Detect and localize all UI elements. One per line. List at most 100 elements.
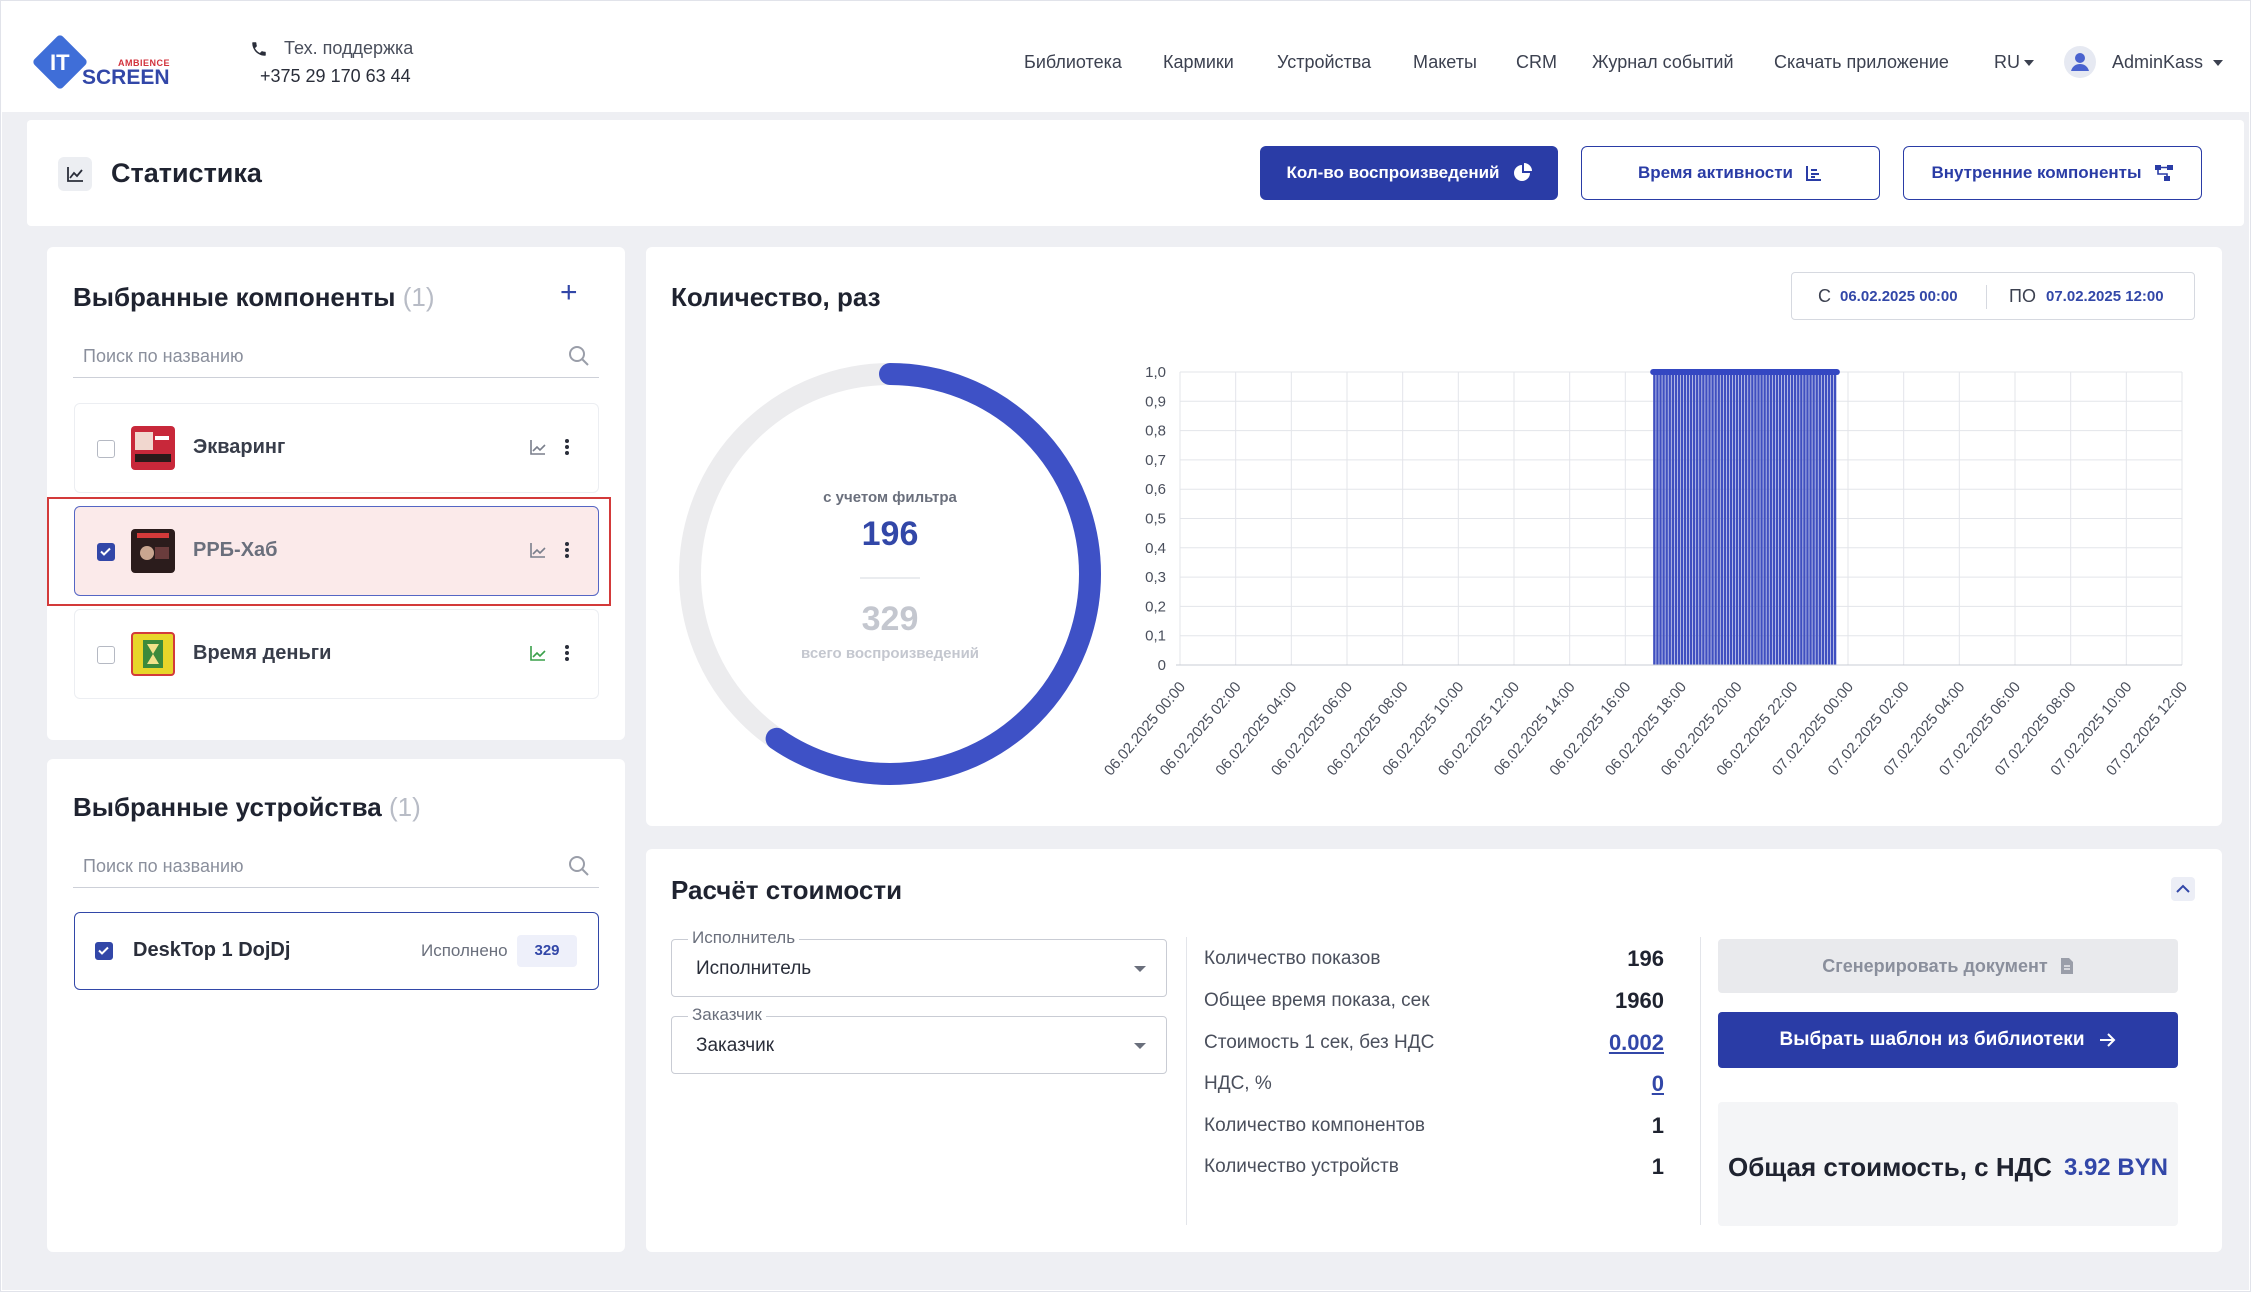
lang-value: RU <box>1994 52 2020 72</box>
y-tick-label: 0,1 <box>1145 628 1166 645</box>
component-checkbox[interactable] <box>97 440 115 458</box>
support-label: Тех. поддержка <box>284 38 414 58</box>
more-vertical-icon[interactable] <box>564 642 570 664</box>
chevron-down-icon <box>1134 1043 1146 1049</box>
donut-filtered-arc <box>679 363 1101 785</box>
nav-event-log[interactable]: Журнал событий <box>1592 52 1734 72</box>
nav-layouts[interactable]: Макеты <box>1413 52 1477 72</box>
user-menu[interactable]: AdminKass <box>2112 52 2224 73</box>
component-checkbox[interactable] <box>97 646 115 664</box>
activity-time-label: Время активности <box>1638 163 1793 182</box>
choose-template-button[interactable]: Выбрать шаблон из библиотеки <box>1718 1012 2178 1068</box>
logo-it: IT <box>50 50 70 75</box>
date-range-picker[interactable]: С 06.02.2025 00:00 ПО 07.02.2025 12:00 <box>1791 272 2195 320</box>
nav-download-app[interactable]: Скачать приложение <box>1774 52 1949 72</box>
component-row-selected[interactable]: РРБ-Хаб <box>74 506 599 596</box>
bar <box>1760 372 1763 665</box>
devices-card <box>47 759 625 1252</box>
component-row[interactable]: Экваринг <box>74 403 599 493</box>
bar <box>1784 372 1788 665</box>
cost-row-value: 1960 <box>1615 988 1664 1013</box>
filtered-label: с учетом фильтра <box>823 489 957 506</box>
devices-search[interactable]: Поиск по названию <box>73 846 599 888</box>
device-checkbox-checked[interactable] <box>95 942 113 960</box>
cost-row-value: 196 <box>1627 946 1664 971</box>
bar <box>1812 372 1815 665</box>
activity-time-button[interactable]: Время активности <box>1581 146 1880 200</box>
bar <box>1803 372 1806 665</box>
nav-devices[interactable]: Устройства <box>1277 52 1372 72</box>
lang-select[interactable]: RU <box>1994 52 2034 73</box>
internal-components-button[interactable]: Внутренние компоненты <box>1903 146 2202 200</box>
price-per-second-link[interactable]: 0.002 <box>1608 1030 1664 1055</box>
bar <box>1790 372 1794 665</box>
cost-row-label: Количество устройств <box>1204 1156 1399 1177</box>
bar <box>1677 372 1681 665</box>
device-play-count: 329 <box>517 935 577 967</box>
vat-link[interactable]: 0 <box>1651 1071 1664 1096</box>
avatar[interactable] <box>2064 46 2096 78</box>
component-checkbox-checked[interactable] <box>97 543 115 561</box>
more-vertical-icon[interactable] <box>564 539 570 561</box>
component-thumbnail <box>131 426 175 470</box>
devices-title-text: Выбранные устройства <box>73 792 382 822</box>
y-tick-label: 0 <box>1158 657 1166 674</box>
stats-chart-icon[interactable] <box>529 644 547 662</box>
nav-karmiki[interactable]: Кармики <box>1163 52 1234 72</box>
plays-bar-chart: 00,10,20,30,40,50,60,70,80,91,006.02.202… <box>1101 364 2191 779</box>
divider <box>1700 937 1701 1225</box>
bar <box>1714 372 1717 665</box>
performer-value: Исполнитель <box>696 958 812 979</box>
generate-document-label: Сгенерировать документ <box>1822 955 2048 976</box>
check-icon <box>98 946 109 955</box>
logo-screen: SCREEN <box>82 66 170 89</box>
add-component-button[interactable]: + <box>560 276 578 309</box>
bar-list-icon <box>1805 166 1821 181</box>
bar <box>1653 372 1656 665</box>
components-search-placeholder: Поиск по названию <box>83 346 244 366</box>
brand-logo[interactable]: IT AMBIENCE SCREEN <box>31 33 176 94</box>
customer-value: Заказчик <box>696 1035 775 1056</box>
total-value: 329 <box>861 600 919 638</box>
plays-count-label: Кол-во воспроизведений <box>1286 163 1500 182</box>
device-row[interactable]: DeskTop 1 DojDj Исполнено 329 <box>74 912 599 990</box>
quantity-title: Количество, раз <box>671 282 881 312</box>
logo-ambience: AMBIENCE <box>118 58 171 68</box>
cost-row-value: 1 <box>1651 1113 1664 1138</box>
cost-row-label: НДС, % <box>1204 1073 1272 1094</box>
user-icon <box>2071 53 2089 71</box>
customer-select[interactable]: Заказчик Заказчик <box>671 1005 1167 1074</box>
cost-title: Расчёт стоимости <box>671 875 903 905</box>
internal-components-label: Внутренние компоненты <box>1931 163 2142 182</box>
bar <box>1656 372 1659 665</box>
bar <box>1745 372 1748 665</box>
date-from-label: С <box>1818 286 1831 306</box>
stats-chart-icon[interactable] <box>529 541 547 559</box>
collapse-button[interactable] <box>2171 877 2195 901</box>
choose-template-label: Выбрать шаблон из библиотеки <box>1779 1029 2085 1050</box>
plays-count-button[interactable]: Кол-во воспроизведений <box>1260 146 1558 200</box>
bar <box>1800 372 1803 665</box>
more-vertical-icon[interactable] <box>564 436 570 458</box>
components-search[interactable]: Поиск по названию <box>73 336 599 378</box>
y-tick-label: 0,7 <box>1145 452 1166 469</box>
search-icon <box>569 346 589 366</box>
statistics-icon <box>58 157 92 191</box>
total-cost-value: 3.92 BYN <box>2063 1154 2168 1181</box>
bar <box>1772 372 1776 665</box>
bar <box>1711 372 1714 665</box>
nav-crm[interactable]: CRM <box>1516 52 1557 72</box>
stats-chart-icon[interactable] <box>529 438 547 456</box>
total-cost-box: Общая стоимость, с НДС 3.92 BYN <box>1718 1102 2178 1226</box>
bar <box>1680 372 1684 665</box>
bar <box>1821 372 1825 665</box>
performer-select[interactable]: Исполнитель Исполнитель <box>671 928 1167 997</box>
component-row[interactable]: Время деньги <box>74 609 599 699</box>
support-phone[interactable]: +375 29 170 63 44 <box>260 66 411 86</box>
generate-document-button[interactable]: Сгенерировать документ <box>1718 939 2178 993</box>
nav-library[interactable]: Библиотека <box>1024 52 1122 72</box>
devices-title: Выбранные устройства (1) <box>73 792 421 823</box>
bar <box>1766 372 1769 665</box>
check-icon <box>100 547 111 556</box>
bar <box>1665 372 1668 665</box>
